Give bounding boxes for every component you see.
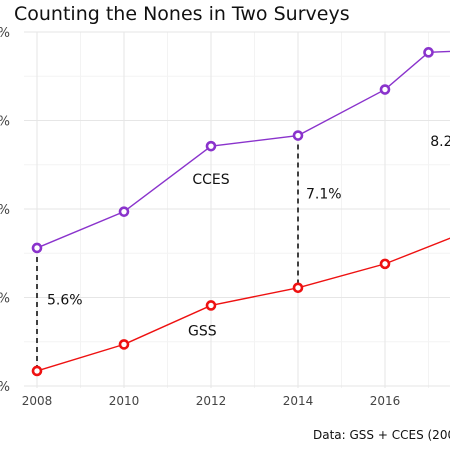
y-tick-label: % — [0, 203, 10, 218]
y-tick-label: % — [0, 292, 10, 307]
gss-point — [379, 258, 391, 270]
y-tick-label: % — [0, 380, 10, 395]
gss-point — [292, 282, 304, 294]
y-tick-label: % — [0, 115, 10, 130]
cces-point — [118, 206, 130, 217]
cces-point — [423, 47, 434, 58]
gss-line — [36, 237, 450, 372]
x-tick-label: 2016 — [370, 394, 401, 408]
cces-point — [292, 130, 304, 141]
gss-point — [31, 365, 43, 377]
gap-label: 7.1% — [306, 186, 342, 202]
x-tick-label: 2012 — [196, 394, 227, 408]
chart-title: Counting the Nones in Two Surveys — [14, 3, 350, 25]
cces-point — [31, 242, 43, 254]
series-label-gss: GSS — [188, 324, 217, 340]
gss-point — [205, 300, 217, 311]
gap-label: 5.6% — [47, 293, 83, 309]
chart-caption: Data: GSS + CCES (2008 — [313, 428, 450, 442]
series-label-cces: CCES — [192, 172, 229, 188]
cces-point — [205, 140, 217, 152]
x-tick-label: 2010 — [109, 394, 140, 408]
y-tick-label: % — [0, 26, 10, 41]
cces-line — [36, 50, 450, 249]
gap-label: 8.2 — [430, 134, 450, 150]
x-tick-label: 2014 — [283, 394, 314, 408]
cces-point — [379, 84, 391, 95]
x-tick-label: 2008 — [22, 394, 53, 408]
gss-point — [118, 339, 130, 350]
